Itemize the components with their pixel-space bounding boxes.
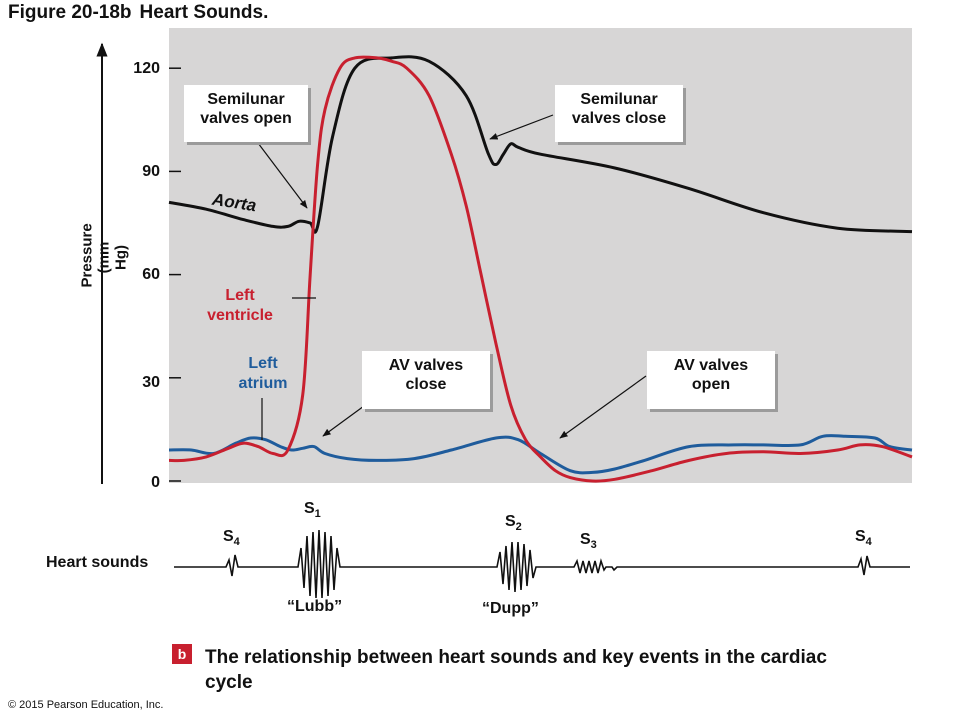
aorta-pressure-line	[168, 55, 913, 234]
y-tick-label: 90	[142, 163, 160, 180]
left-atrium-pressure-line	[168, 434, 913, 475]
left-atrium-label: Left atrium	[213, 354, 313, 394]
dupp-label: “Dupp”	[482, 600, 539, 617]
s2-subscript: 2	[515, 521, 522, 534]
av-close-arrow	[322, 405, 365, 437]
lubb-label: “Lubb”	[287, 598, 343, 615]
s4-label-second: S4	[855, 528, 872, 548]
figure-heading: Heart Sounds.	[139, 2, 269, 23]
y-tick-label: 120	[133, 60, 160, 77]
callout-line: open	[691, 376, 731, 393]
left-ventricle-label: Left ventricle	[190, 286, 290, 326]
figure-number: Figure 20-18b	[8, 2, 132, 23]
heart-sounds-label: Heart sounds	[46, 554, 149, 571]
s1-label: S1	[304, 500, 321, 520]
callout-line: AV valves	[388, 357, 464, 374]
callout-line: Semilunar	[207, 91, 285, 108]
left-atrium-label-line: Left	[248, 355, 278, 372]
heart-sounds-trace	[174, 529, 910, 599]
av-valves-open-callout: AV valves open	[647, 351, 775, 409]
panel-marker: b	[172, 644, 192, 664]
copyright: © 2015 Pearson Education, Inc.	[8, 699, 164, 711]
left-atrium-label-line: atrium	[238, 375, 288, 392]
s-letter: S	[580, 531, 591, 548]
callout-line: AV valves	[673, 357, 749, 374]
s4-label-first: S4	[223, 528, 240, 548]
y-ticks	[169, 67, 181, 482]
figure-caption: The relationship between heart sounds an…	[205, 647, 827, 693]
s-letter: S	[304, 500, 315, 517]
s3-label: S3	[580, 531, 597, 551]
figure-title: Figure 20-18b Heart Sounds.	[8, 2, 268, 24]
y-tick-label: 30	[142, 374, 160, 391]
semilunar-close-arrow	[489, 114, 554, 140]
callout-line: Semilunar	[580, 91, 658, 108]
left-ventricle-label-line: Left	[225, 287, 255, 304]
semilunar-valves-close-callout: Semilunar valves close	[555, 85, 683, 142]
semilunar-valves-open-callout: Semilunar valves open	[184, 85, 308, 142]
callout-line: valves open	[200, 110, 292, 127]
callout-line: close	[405, 376, 447, 393]
s-letter: S	[223, 528, 234, 545]
s4-subscript: 4	[865, 536, 872, 549]
callout-line: valves close	[571, 110, 667, 127]
pressure-curves	[168, 55, 913, 483]
s-letter: S	[505, 513, 516, 530]
s3-subscript: 3	[590, 539, 597, 552]
s2-label: S2	[505, 513, 522, 533]
av-valves-close-callout: AV valves close	[362, 351, 490, 409]
s-letter: S	[855, 528, 866, 545]
y-tick-label: 0	[151, 474, 160, 491]
s1-subscript: 1	[314, 508, 321, 521]
s4-subscript: 4	[233, 536, 240, 549]
left-ventricle-pressure-line	[168, 55, 913, 483]
left-ventricle-label-line: ventricle	[207, 307, 273, 324]
av-open-arrow	[559, 375, 647, 439]
y-tick-label: 60	[142, 266, 160, 283]
semilunar-open-arrow	[257, 142, 308, 209]
